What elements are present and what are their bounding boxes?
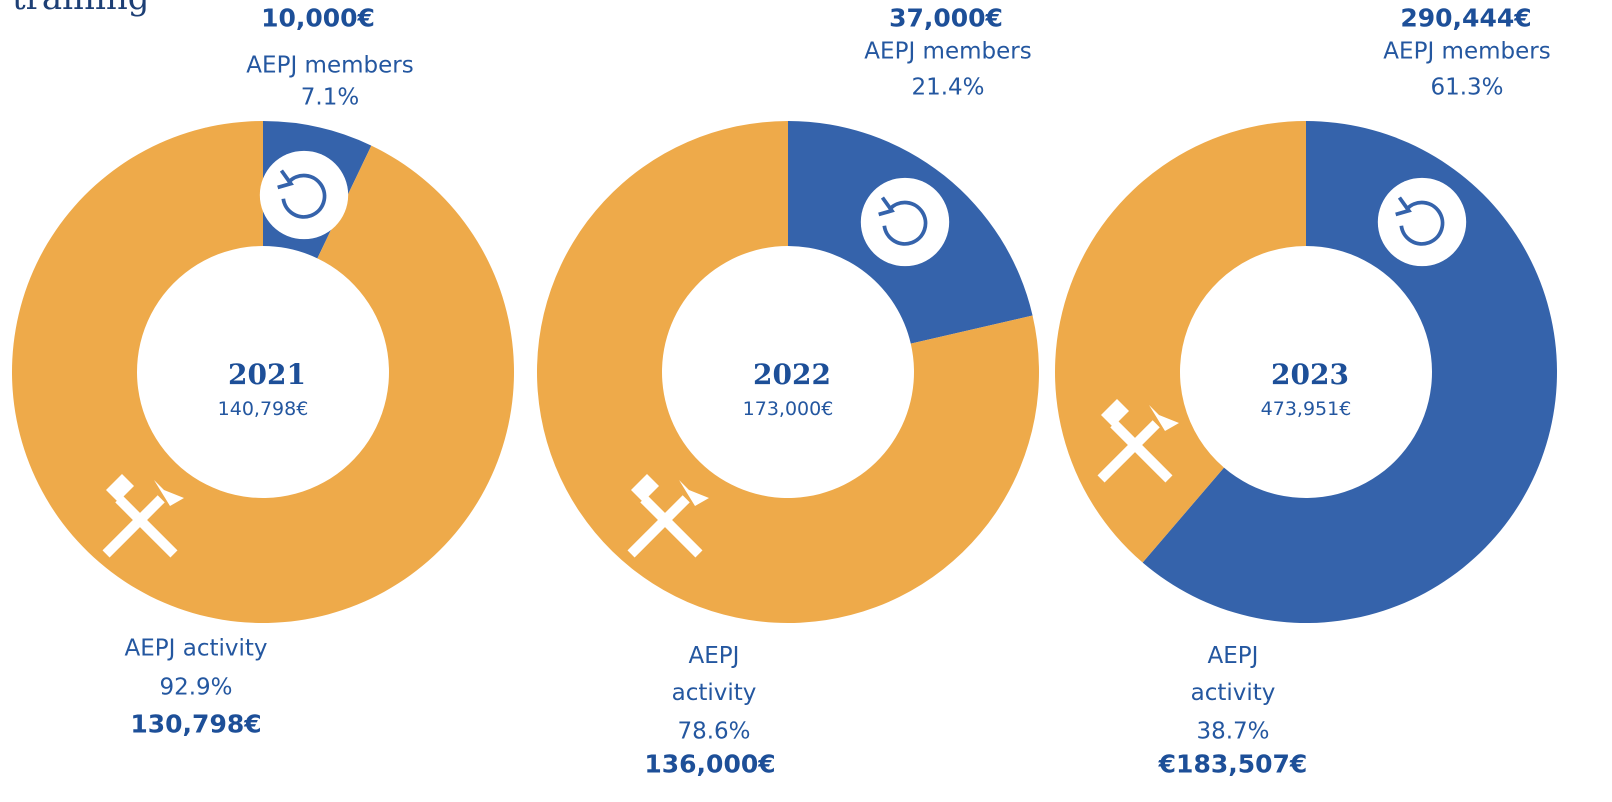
slice-percent: 7.1%	[300, 84, 360, 111]
slice-name: AEPJ activity	[671, 643, 757, 706]
donut-slice	[11, 121, 514, 623]
center-title: 2022	[753, 358, 831, 391]
slice-value: 37,000€	[889, 3, 1003, 33]
donut-slice	[537, 121, 1039, 623]
slice-percent: 92.9%	[159, 674, 233, 701]
center-subtitle: 140,798€	[218, 398, 309, 420]
slice-percent: 78.6%	[677, 718, 751, 745]
slice-percent: 61.3%	[1430, 74, 1504, 101]
slice-value: 136,000€	[644, 749, 776, 779]
center-title: 2021	[228, 358, 306, 391]
heading: training	[12, 0, 150, 18]
slice-value: €183,507€	[1158, 749, 1308, 779]
center-subtitle: 173,000€	[743, 398, 834, 420]
slice-name: AEPJ members	[246, 52, 414, 79]
donut-slice	[1055, 121, 1306, 563]
refresh-icon	[858, 175, 952, 269]
center-subtitle: 473,951€	[1261, 398, 1352, 420]
slice-name: AEPJ activity	[1190, 643, 1276, 706]
slice-value: 10,000€	[261, 3, 375, 33]
slice-name: AEPJ activity	[124, 635, 268, 662]
slice-name: AEPJ members	[864, 38, 1032, 65]
center-title: 2023	[1271, 358, 1349, 391]
slice-percent: 38.7%	[1196, 718, 1270, 745]
slice-percent: 21.4%	[911, 74, 985, 101]
refresh-icon	[1375, 175, 1469, 269]
refresh-icon	[257, 148, 351, 242]
slice-name: AEPJ members	[1383, 38, 1551, 65]
slice-value: 130,798€	[130, 709, 262, 739]
slice-value: 290,444€	[1400, 3, 1532, 33]
